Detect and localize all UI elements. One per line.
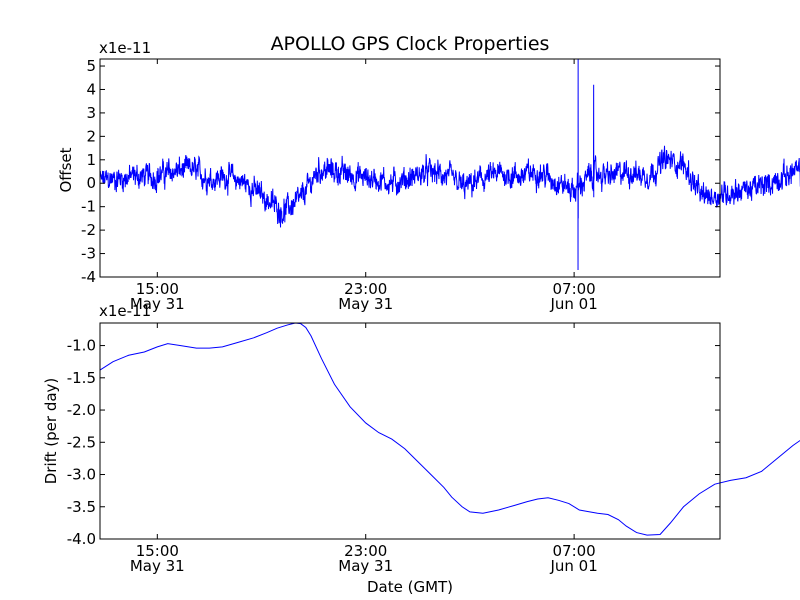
drift-plot-area	[99, 322, 800, 536]
drift-ytick-label: -3.5	[67, 498, 96, 516]
offset-ytick-label: 4	[86, 80, 96, 98]
drift-ytick-label: -1.5	[67, 369, 96, 387]
offset-ytick-label: 2	[86, 127, 96, 145]
offset-xtick-date-label: May 31	[338, 295, 393, 313]
offset-panel: APOLLO GPS Clock Properties x1e-11 Offse…	[57, 33, 800, 313]
drift-xtick-time-label: 23:00	[344, 542, 387, 560]
drift-ytick-label: -1.0	[67, 337, 96, 355]
drift-ytick-label: -2.0	[67, 401, 96, 419]
drift-ytick-label: -4.0	[67, 530, 96, 548]
chart-title: APOLLO GPS Clock Properties	[271, 33, 550, 55]
offset-scale-label: x1e-11	[99, 39, 151, 57]
offset-ytick-label: -1	[81, 198, 96, 216]
offset-ytick-label: -4	[81, 268, 96, 286]
offset-ytick-label: 0	[86, 174, 96, 192]
drift-axes-frame	[99, 322, 721, 540]
drift-xlabel: Date (GMT)	[367, 578, 453, 596]
offset-xtick-date-label: May 31	[130, 295, 185, 313]
drift-ytick-label: -2.5	[67, 433, 96, 451]
drift-series-line	[99, 322, 800, 536]
offset-ytick-label: -3	[81, 245, 96, 263]
drift-scale-label: x1e-11	[99, 302, 151, 320]
offset-axes-frame	[99, 58, 721, 278]
offset-xtick-time-label: 15:00	[136, 280, 179, 298]
drift-ytick-label: -3.0	[67, 466, 96, 484]
drift-xtick-time-label: 15:00	[136, 542, 179, 560]
offset-ylabel: Offset	[57, 147, 75, 192]
drift-xtick-date-label: Jun 01	[549, 557, 597, 575]
offset-plot-area	[99, 58, 800, 270]
offset-series-line	[99, 58, 800, 270]
offset-ytick-label: 1	[86, 151, 96, 169]
offset-xtick-time-label: 23:00	[344, 280, 387, 298]
offset-xtick-date-label: Jun 01	[549, 295, 597, 313]
drift-xtick-date-label: May 31	[130, 557, 185, 575]
drift-ylabel: Drift (per day)	[42, 378, 60, 485]
offset-ytick-label: 3	[86, 104, 96, 122]
offset-xtick-time-label: 07:00	[553, 280, 596, 298]
offset-ytick-label: -2	[81, 221, 96, 239]
drift-xtick-date-label: May 31	[338, 557, 393, 575]
drift-xtick-time-label: 07:00	[553, 542, 596, 560]
offset-ytick-label: 5	[86, 57, 96, 75]
drift-panel: x1e-11 Drift (per day) -4.0 -3.5 -3.0 -2.5 -…	[42, 302, 800, 596]
